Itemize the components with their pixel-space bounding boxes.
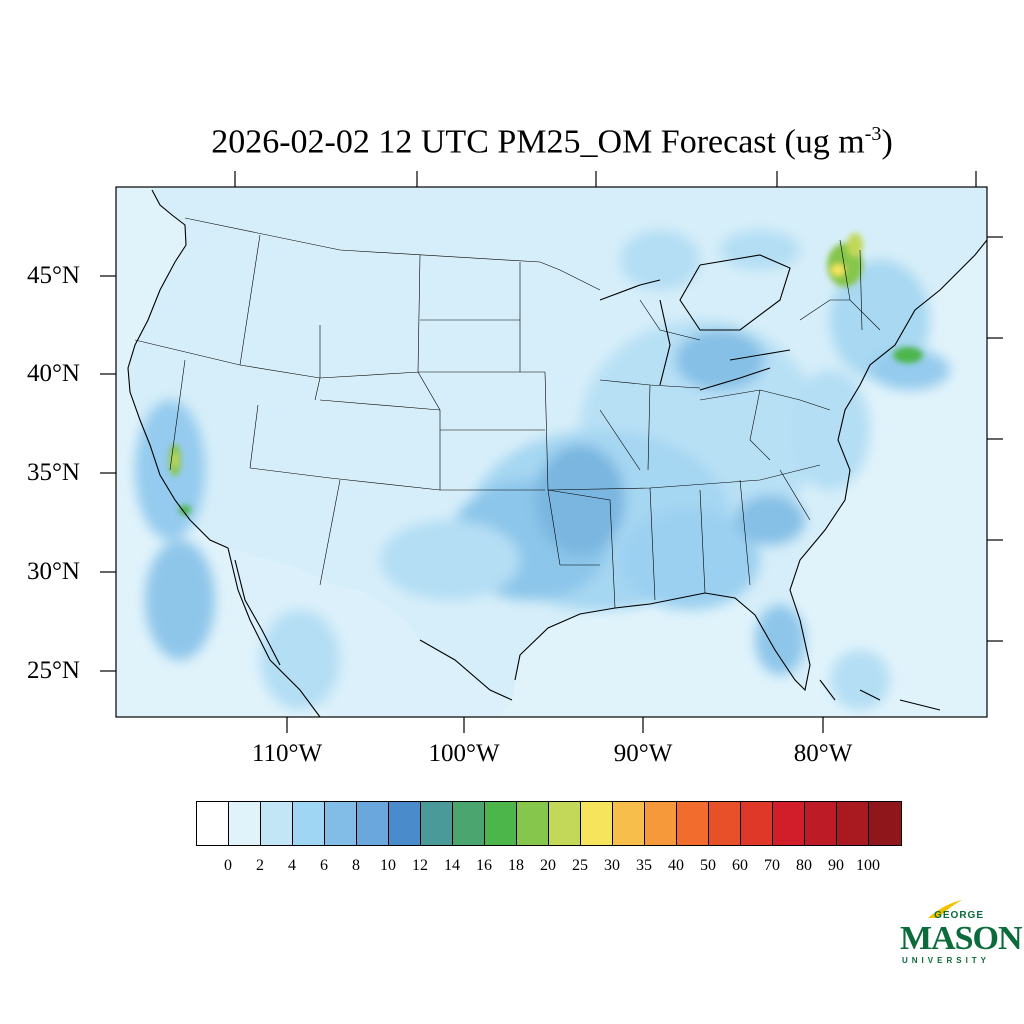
colorbar-swatch xyxy=(325,802,357,845)
george-mason-logo: GEORGE MASON UNIVERSITY xyxy=(898,896,1023,972)
colorbar-swatch xyxy=(709,802,741,845)
colorbar-swatch xyxy=(581,802,613,845)
colorbar-swatch xyxy=(357,802,389,845)
colorbar-swatch xyxy=(677,802,709,845)
colorbar-swatch xyxy=(805,802,837,845)
logo-line-1: GEORGE xyxy=(934,910,984,921)
logo-swoosh-icon xyxy=(928,900,962,918)
lat-label-30n: 30°N xyxy=(26,558,80,585)
colorbar-swatch xyxy=(421,802,453,845)
colorbar-swatch xyxy=(837,802,869,845)
chart-title: 2026-02-02 12 UTC PM25_OM Forecast (ug m… xyxy=(0,112,1024,164)
colorbar-tick-label: 0 xyxy=(224,857,232,874)
colorbar-tick-label: 6 xyxy=(320,857,328,874)
lon-label-80w: 80°W xyxy=(793,740,853,767)
colorbar-tick-label: 2 xyxy=(256,857,264,874)
lat-label-40n: 40°N xyxy=(26,360,80,387)
colorbar-swatch xyxy=(453,802,485,845)
colorbar-tick-label: 70 xyxy=(764,857,780,874)
map-frame xyxy=(115,186,988,718)
colorbar-tick-label: 25 xyxy=(572,857,588,874)
axis-ticks xyxy=(100,171,1003,733)
colorbar-tick-label: 16 xyxy=(476,857,492,874)
colorbar-swatch xyxy=(197,802,229,845)
state-boundaries xyxy=(134,217,881,609)
colorbar-tick-label: 14 xyxy=(444,857,460,874)
colorbar-tick-label: 8 xyxy=(352,857,360,874)
lon-label-90w: 90°W xyxy=(613,740,673,767)
lat-label-45n: 45°N xyxy=(26,262,80,289)
title-superscript: -3 xyxy=(864,123,882,145)
colorbar-swatch xyxy=(389,802,421,845)
colorbar-tick-label: 60 xyxy=(732,857,748,874)
logo-line-2: MASON xyxy=(900,920,1023,957)
lat-label-25n: 25°N xyxy=(26,657,80,684)
logo-line-3: UNIVERSITY xyxy=(902,956,991,965)
colorbar-tick-label: 20 xyxy=(540,857,556,874)
colorbar-swatch xyxy=(645,802,677,845)
colorbar-tick-label: 4 xyxy=(288,857,296,874)
lat-label-35n: 35°N xyxy=(26,459,80,486)
colorbar-tick-label: 90 xyxy=(828,857,844,874)
pm25-hotspots xyxy=(169,233,923,515)
colorbar-tick-label: 10 xyxy=(380,857,396,874)
colorbar-tick-label: 18 xyxy=(508,857,524,874)
title-close: ) xyxy=(881,123,893,161)
title-text: 2026-02-02 12 UTC PM25_OM Forecast (ug m xyxy=(211,123,865,161)
colorbar-swatch xyxy=(613,802,645,845)
colorbar-swatch xyxy=(773,802,805,845)
colorbar-swatch xyxy=(485,802,517,845)
colorbar-tick-label: 40 xyxy=(668,857,684,874)
colorbar-swatch xyxy=(517,802,549,845)
colorbar-tick-label: 80 xyxy=(796,857,812,874)
colorbar-swatch xyxy=(261,802,293,845)
lon-label-100w: 100°W xyxy=(428,740,500,767)
lon-label-110w: 110°W xyxy=(251,740,323,767)
colorbar xyxy=(196,801,902,846)
colorbar-swatch xyxy=(741,802,773,845)
colorbar-tick-label: 35 xyxy=(636,857,652,874)
colorbar-swatch xyxy=(293,802,325,845)
colorbar-swatch xyxy=(869,802,901,845)
colorbar-tick-label: 30 xyxy=(604,857,620,874)
pm25-concentration-field xyxy=(135,230,950,710)
colorbar-tick-label: 100 xyxy=(856,857,880,874)
colorbar-tick-label: 50 xyxy=(700,857,716,874)
colorbar-tick-label: 12 xyxy=(412,857,428,874)
colorbar-swatch xyxy=(549,802,581,845)
coastlines xyxy=(127,189,987,717)
colorbar-swatch xyxy=(229,802,261,845)
